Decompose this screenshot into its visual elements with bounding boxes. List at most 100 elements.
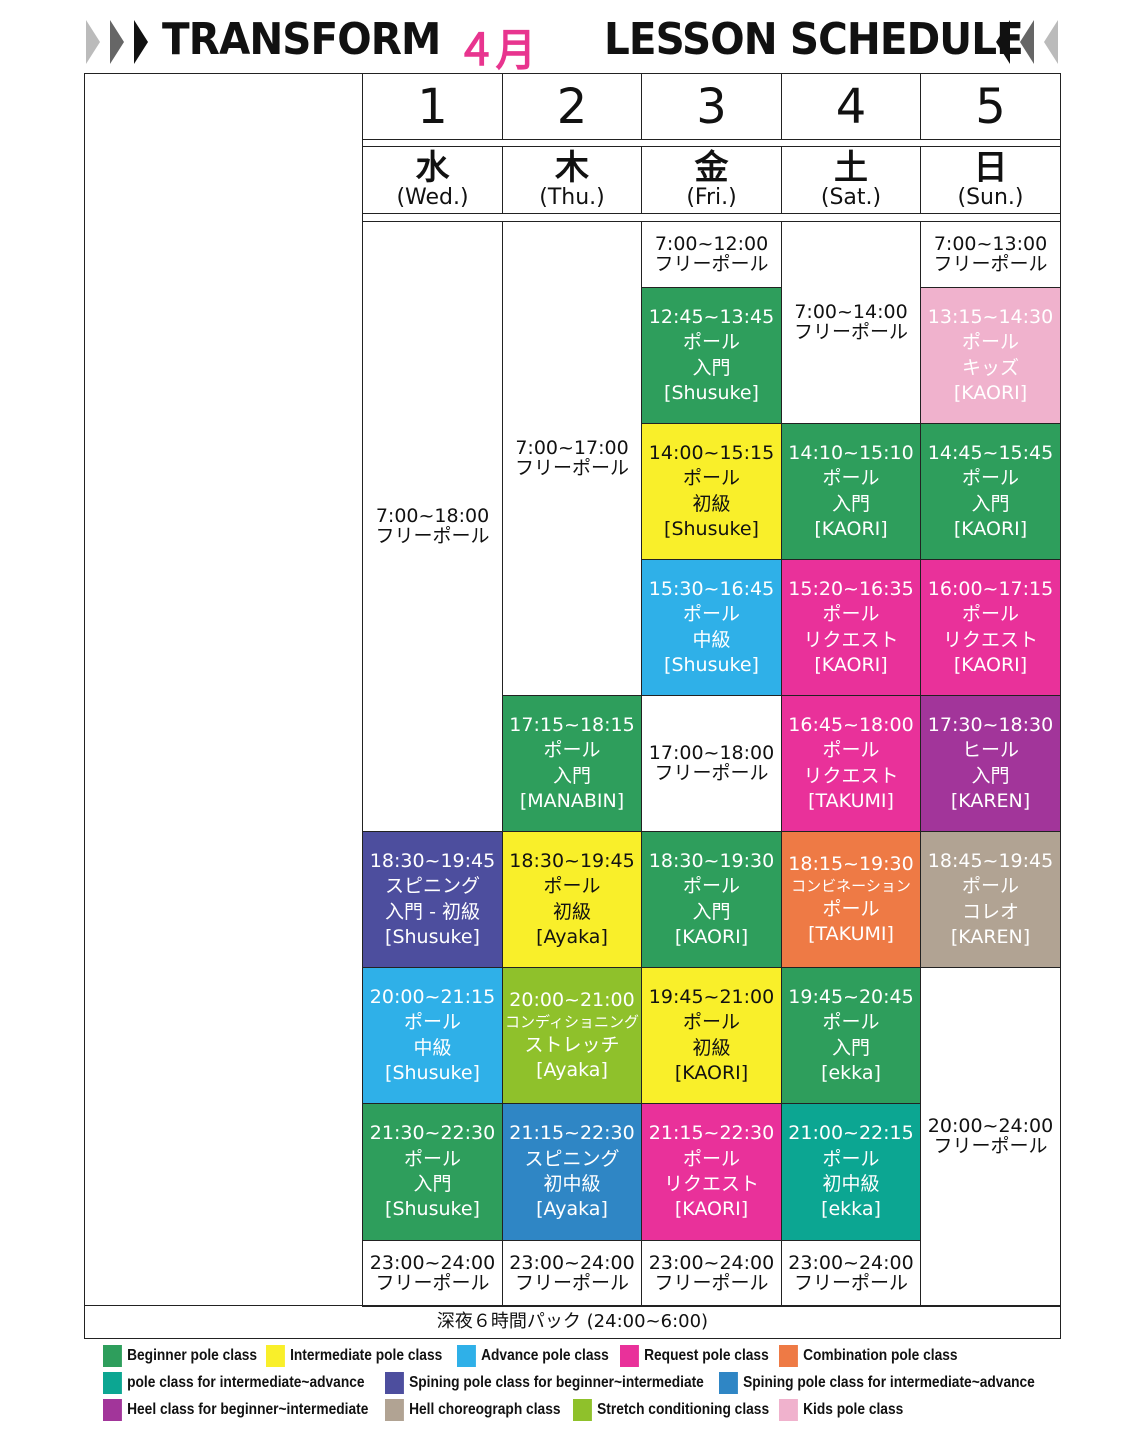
free-pole-slot[interactable]: 17:00~18:00 フリーポール bbox=[641, 695, 782, 832]
slot-text: フリーポール bbox=[933, 252, 1048, 275]
weekday-kanji: 水 bbox=[415, 147, 450, 188]
legend-label: pole class for intermediate~advance bbox=[127, 1374, 365, 1391]
day-number: 3 bbox=[641, 73, 782, 140]
day-number-text: 1 bbox=[417, 78, 448, 135]
day-number-text: 4 bbox=[835, 78, 867, 135]
slot-text: 初級 bbox=[692, 1036, 731, 1059]
lesson-slot[interactable]: 14:00~15:15 ポール 初級 [Shusuke] bbox=[641, 423, 782, 560]
lesson-slot[interactable]: 18:30~19:30 ポール 入門 [KAORI] bbox=[641, 831, 782, 968]
arrow-left-icon bbox=[1044, 20, 1058, 64]
lesson-slot[interactable]: 20:00~21:00 コンディショニング ストレッチ [Ayaka] bbox=[502, 967, 642, 1104]
slot-text: ポール bbox=[961, 331, 1019, 354]
day-of-week: 木 (Thu.) bbox=[502, 146, 642, 214]
lesson-slot[interactable]: 21:15~22:30 ポール リクエスト [KAORI] bbox=[641, 1103, 782, 1241]
slot-time: 7:00~13:00 bbox=[933, 232, 1048, 255]
slot-time: 16:45~18:00 bbox=[788, 713, 914, 736]
lesson-slot[interactable]: 19:45~20:45 ポール 入門 [ekka] bbox=[781, 967, 921, 1104]
free-pole-slot[interactable]: 7:00~18:00 フリーポール bbox=[362, 221, 503, 832]
lesson-slot[interactable]: 17:30~18:30 ヒール 入門 [KAREN] bbox=[920, 695, 1061, 832]
slot-text: フリーポール bbox=[654, 1271, 769, 1294]
lesson-slot[interactable]: 15:30~16:45 ポール 中級 [Shusuke] bbox=[641, 559, 782, 696]
slot-text: ポール bbox=[403, 1147, 461, 1170]
free-pole-slot[interactable]: 23:00~24:00 フリーポール bbox=[781, 1240, 921, 1307]
legend-item: Heel class for beginner~intermediate bbox=[103, 1398, 368, 1422]
free-pole-slot[interactable]: 7:00~13:00 フリーポール bbox=[920, 221, 1061, 288]
slot-text: ポール bbox=[822, 1147, 880, 1170]
legend-item: Request pole class bbox=[620, 1344, 769, 1368]
legend-swatch bbox=[103, 1399, 122, 1421]
slot-text: 入門 bbox=[692, 356, 731, 379]
slot-instructor: [Shusuke] bbox=[385, 925, 480, 948]
slot-text: フリーポール bbox=[514, 1271, 629, 1294]
slot-time: 21:30~22:30 bbox=[369, 1122, 496, 1145]
lesson-slot[interactable]: 17:15~18:15 ポール 入門 [MANABIN] bbox=[502, 695, 642, 832]
day-of-week: 土 (Sat.) bbox=[781, 146, 921, 214]
lesson-slot[interactable]: 15:20~16:35 ポール リクエスト [KAORI] bbox=[781, 559, 921, 696]
slot-time: 21:00~22:15 bbox=[788, 1122, 914, 1145]
free-pole-slot[interactable]: 20:00~24:00 フリーポール bbox=[920, 967, 1061, 1307]
legend-label: Spining pole class for beginner~intermed… bbox=[409, 1374, 704, 1391]
day-of-week: 金 (Fri.) bbox=[641, 146, 782, 214]
slot-text: フリーポール bbox=[793, 320, 908, 343]
legend-label: Spining pole class for intermediate~adva… bbox=[743, 1374, 1035, 1391]
legend-label: Hell choreograph class bbox=[409, 1401, 561, 1418]
free-pole-slot[interactable]: 23:00~24:00 フリーポール bbox=[502, 1240, 642, 1307]
slot-text: フリーポール bbox=[793, 1271, 908, 1294]
slot-time: 7:00~12:00 bbox=[654, 232, 769, 255]
lesson-slot[interactable]: 14:10~15:10 ポール 入門 [KAORI] bbox=[781, 423, 921, 560]
slot-instructor: [KAREN] bbox=[950, 789, 1031, 812]
slot-text: フリーポール bbox=[933, 1135, 1048, 1157]
lesson-slot[interactable]: 16:45~18:00 ポール リクエスト [TAKUMI] bbox=[781, 695, 921, 832]
free-pole-slot[interactable]: 7:00~17:00 フリーポール bbox=[502, 221, 642, 696]
lesson-slot[interactable]: 16:00~17:15 ポール リクエスト [KAORI] bbox=[920, 559, 1061, 696]
schedule-title: LESSON SCHEDULE bbox=[604, 14, 1024, 65]
slot-text: ポール bbox=[682, 331, 740, 354]
lesson-slot[interactable]: 13:15~14:30 ポール キッズ [KAORI] bbox=[920, 287, 1061, 424]
weekday-english: (Sat.) bbox=[820, 185, 882, 211]
lesson-slot[interactable]: 14:45~15:45 ポール 入門 [KAORI] bbox=[920, 423, 1061, 560]
legend-swatch bbox=[573, 1399, 592, 1421]
free-pole-slot[interactable]: 7:00~12:00 フリーポール bbox=[641, 221, 782, 288]
lesson-slot[interactable]: 18:30~19:45 ポール 初級 [Ayaka] bbox=[502, 831, 642, 968]
lesson-slot[interactable]: 18:15~19:30 コンビネーション ポール [TAKUMI] bbox=[781, 831, 921, 968]
lesson-slot[interactable]: 19:45~21:00 ポール 初級 [KAORI] bbox=[641, 967, 782, 1104]
slot-text: フリーポール bbox=[514, 456, 629, 479]
slot-time: 7:00~18:00 bbox=[375, 504, 490, 527]
slot-instructor: [KAORI] bbox=[814, 653, 888, 676]
lesson-slot[interactable]: 18:30~19:45 スピニング 入門 - 初級 [Shusuke] bbox=[362, 831, 503, 968]
lesson-slot[interactable]: 12:45~13:45 ポール 入門 [Shusuke] bbox=[641, 287, 782, 424]
weekday-english: (Fri.) bbox=[686, 185, 737, 211]
lesson-slot[interactable]: 18:45~19:45 ポール コレオ [KAREN] bbox=[920, 831, 1061, 968]
slot-text: スピニング bbox=[384, 875, 480, 898]
free-pole-slot[interactable]: 23:00~24:00 フリーポール bbox=[362, 1240, 503, 1307]
slot-text: 初中級 bbox=[543, 1173, 601, 1195]
lesson-slot[interactable]: 20:00~21:15 ポール 中級 [Shusuke] bbox=[362, 967, 503, 1104]
arrow-left-icon bbox=[996, 20, 1010, 64]
lesson-slot[interactable]: 21:15~22:30 スピニング 初中級 [Ayaka] bbox=[502, 1103, 642, 1241]
slot-text: 初級 bbox=[692, 492, 731, 515]
legend-swatch bbox=[719, 1372, 738, 1394]
legend-item: Stretch conditioning class bbox=[573, 1398, 769, 1422]
slot-text: ポール bbox=[822, 1011, 880, 1034]
slot-time: 7:00~17:00 bbox=[515, 436, 629, 459]
slot-text: 初中級 bbox=[822, 1173, 880, 1195]
slot-text: 初級 bbox=[552, 900, 591, 923]
slot-text: ポール bbox=[961, 467, 1019, 490]
day-number-text: 2 bbox=[556, 78, 588, 135]
slot-time: 15:30~16:45 bbox=[648, 577, 775, 600]
slot-text: ポール bbox=[403, 1011, 461, 1034]
free-pole-slot[interactable]: 7:00~14:00 フリーポール bbox=[781, 221, 921, 424]
legend-item: Beginner pole class bbox=[103, 1344, 257, 1368]
lesson-slot[interactable]: 21:00~22:15 ポール 初中級 [ekka] bbox=[781, 1103, 921, 1241]
free-pole-slot[interactable]: 23:00~24:00 フリーポール bbox=[641, 1240, 782, 1307]
slot-text: ヒール bbox=[961, 739, 1019, 762]
slot-time: 13:15~14:30 bbox=[927, 305, 1054, 328]
lesson-slot[interactable]: 21:30~22:30 ポール 入門 [Shusuke] bbox=[362, 1103, 503, 1241]
slot-text: 入門 bbox=[552, 764, 591, 787]
legend-item: Intermediate pole class bbox=[266, 1344, 442, 1368]
slot-text: フリーポール bbox=[375, 524, 490, 547]
slot-instructor: [Shusuke] bbox=[385, 1061, 480, 1084]
slot-time: 7:00~14:00 bbox=[794, 300, 908, 323]
legend-item: Spining pole class for intermediate~adva… bbox=[719, 1371, 1035, 1395]
slot-instructor: [KAORI] bbox=[674, 1061, 749, 1084]
